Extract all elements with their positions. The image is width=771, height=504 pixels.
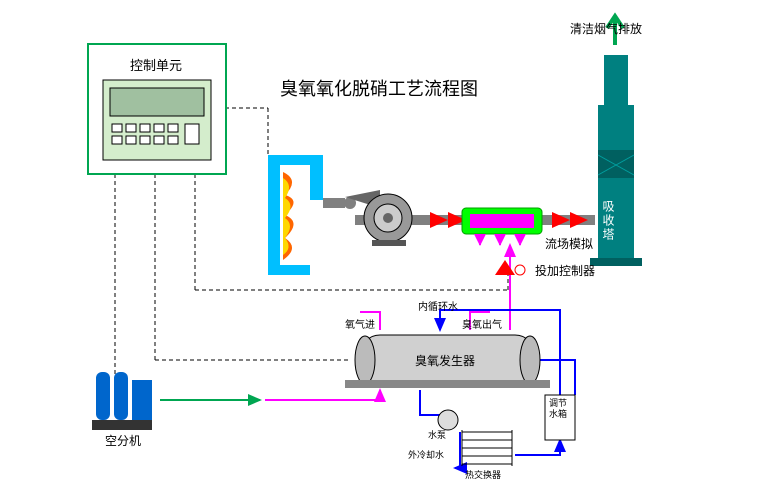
inner-loop-label: 内循环水 bbox=[418, 298, 458, 313]
flow-simulator-label: 流场模拟 bbox=[545, 235, 593, 252]
ozone-out-label: 臭氧出气 bbox=[462, 316, 502, 331]
ozone-gen-label: 臭氧发生器 bbox=[415, 352, 475, 369]
pump-label: 水泵 bbox=[428, 428, 446, 441]
tank-label: 调节水箱 bbox=[549, 398, 573, 420]
control-unit-label: 控制单元 bbox=[130, 55, 182, 74]
outer-cool-label: 外冷却水 bbox=[408, 448, 444, 461]
oxygen-in-label: 氧气进 bbox=[345, 316, 375, 331]
air-separator-label: 空分机 bbox=[105, 432, 141, 449]
controller-label: 投加控制器 bbox=[535, 262, 595, 279]
tower-label: 吸收塔 bbox=[600, 200, 617, 242]
hx-label: 热交换器 bbox=[465, 468, 501, 481]
diagram-title: 臭氧氧化脱硝工艺流程图 bbox=[280, 75, 478, 101]
stack-label: 清洁烟气排放 bbox=[570, 20, 642, 37]
